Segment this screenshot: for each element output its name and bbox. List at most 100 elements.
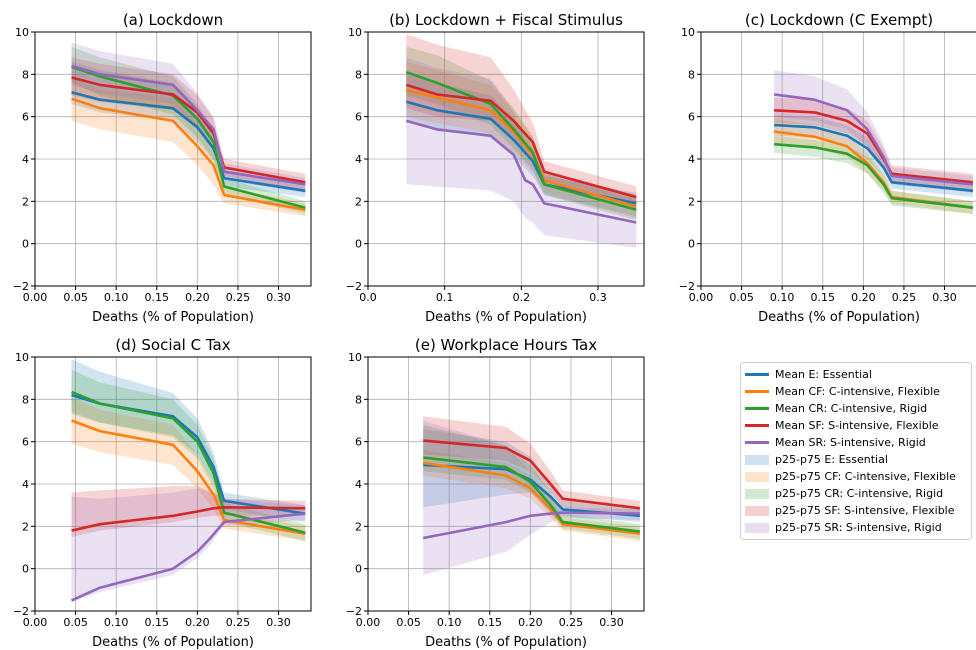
x-tick-label: 0.1 (436, 291, 454, 304)
legend-item-mean-cf: Mean CF: C-intensive, Flexible (745, 383, 967, 400)
panel-title: (a) Lockdown (123, 11, 223, 29)
y-tick-label: 6 (22, 436, 29, 449)
series-line-mean-cf (71, 419, 306, 535)
y-tick-label: 6 (688, 111, 695, 124)
x-tick-label: 0.25 (226, 291, 251, 304)
y-tick-label: −2 (679, 280, 695, 293)
x-tick-label: 0.00 (356, 616, 381, 629)
x-tick-label: 0.0 (359, 291, 377, 304)
legend-label: p25-p75 E: Essential (775, 453, 888, 466)
x-tick-label: 0.05 (729, 291, 754, 304)
series-line-mean-cr (423, 456, 641, 533)
band-p25-p75-e (71, 61, 306, 198)
series-line-mean-sf (423, 439, 641, 510)
band-p25-p75-sf (71, 57, 306, 191)
x-tick-label: 0.15 (811, 291, 836, 304)
legend-swatch (745, 373, 769, 376)
y-tick-label: 6 (355, 111, 362, 124)
x-axis-label: Deaths (% of Population) (425, 310, 587, 325)
y-tick-label: 8 (355, 68, 362, 81)
legend-swatch (745, 390, 769, 393)
band-p25-p75-cf (71, 397, 306, 542)
legend-item-band-sf: p25-p75 SF: S-intensive, Flexible (745, 502, 967, 519)
x-axis-label: Deaths (% of Population) (425, 635, 587, 650)
y-tick-label: 2 (22, 520, 29, 533)
panel-e-workplace-hours-tax: 0.00 0.05 0.10 0.15 0.20 0.25 0.30 −2 0 2 4 6 8 10 (e)… (346, 336, 645, 650)
series-line-mean-e (423, 463, 641, 518)
series-line-mean-sr (70, 512, 306, 602)
band-p25-p75-cr (406, 46, 637, 221)
legend-swatch (745, 424, 769, 427)
series-line-mean-cf (405, 88, 637, 208)
band-p25-p75-cr (774, 135, 973, 214)
x-tick-label: 0.05 (63, 616, 88, 629)
x-tick-label: 0.05 (396, 616, 421, 629)
y-tick-label: −2 (346, 280, 362, 293)
x-tick-label: 0.10 (770, 291, 795, 304)
panel-a-lockdown: 0.00 0.05 0.10 0.15 0.20 0.25 0.30 −2 0 2 4 6 8 10 (a)… (13, 11, 312, 325)
y-tick-label: 6 (355, 436, 362, 449)
legend-swatch (745, 454, 769, 465)
series-line-mean-e (774, 123, 974, 193)
x-tick-label: 0.30 (266, 291, 291, 304)
x-tick-label: 0.10 (104, 616, 129, 629)
panel-title: (b) Lockdown + Fiscal Stimulus (389, 11, 623, 29)
x-tick-label: 0.30 (266, 616, 291, 629)
x-tick-label: 0.3 (589, 291, 607, 304)
x-axis-label: Deaths (% of Population) (758, 310, 920, 325)
legend-item-band-sr: p25-p75 SR: S-intensive, Rigid (745, 519, 967, 536)
y-tick-label: −2 (13, 605, 29, 618)
y-tick-label: 4 (22, 153, 29, 166)
band-p25-p75-sr (774, 70, 973, 193)
legend-label: Mean SF: S-intensive, Flexible (775, 419, 939, 432)
x-tick-label: 0.10 (104, 291, 129, 304)
series-line-mean-sr (71, 64, 306, 186)
legend-label: Mean CR: C-intensive, Rigid (775, 402, 928, 415)
legend-item-band-e: p25-p75 E: Essential (745, 451, 967, 468)
series-line-mean-cr (773, 142, 974, 209)
x-tick-label: 0.20 (185, 291, 210, 304)
legend-item-band-cf: p25-p75 CF: C-intensive, Flexible (745, 468, 967, 485)
legend-item-mean-e: Mean E: Essential (745, 366, 967, 383)
panel-title: (c) Lockdown (C Exempt) (745, 11, 933, 29)
series-line-mean-sr (422, 511, 640, 540)
legend: Mean E: Essential Mean CF: C-intensive, … (740, 362, 972, 540)
legend-item-mean-sr: Mean SR: S-intensive, Rigid (745, 434, 967, 451)
series-line-mean-cr (71, 390, 306, 534)
x-axis-label: Deaths (% of Population) (92, 310, 254, 325)
band-p25-p75-e (71, 359, 306, 523)
series-line-mean-cr (71, 65, 306, 209)
legend-label: p25-p75 SF: S-intensive, Flexible (775, 504, 955, 517)
x-tick-label: 0.20 (518, 616, 543, 629)
y-tick-label: 0 (355, 563, 362, 576)
y-tick-label: 0 (22, 238, 29, 251)
y-tick-label: 2 (688, 195, 695, 208)
plot-area (773, 70, 974, 214)
series-line-mean-cf (71, 97, 306, 212)
x-tick-label: 0.00 (23, 616, 48, 629)
y-tick-label: 0 (22, 563, 29, 576)
x-tick-label: 0.15 (478, 616, 503, 629)
y-tick-label: −2 (13, 280, 29, 293)
y-tick-label: 4 (688, 153, 695, 166)
legend-swatch (745, 441, 769, 444)
x-tick-label: 0.30 (932, 291, 957, 304)
legend-label: Mean E: Essential (775, 368, 872, 381)
band-p25-p75-cr (71, 369, 306, 542)
band-p25-p75-cf (423, 450, 640, 542)
band-p25-p75-sr (423, 420, 640, 575)
legend-label: Mean CF: C-intensive, Flexible (775, 385, 940, 398)
y-tick-label: 10 (681, 26, 695, 39)
plot-area (71, 42, 306, 217)
y-tick-label: 8 (355, 393, 362, 406)
y-tick-label: 8 (22, 68, 29, 81)
panel-b-lockdown-fiscal-stimulus: 0.0 0.1 0.2 0.3 −2 0 2 4 6 8 10 (b) Lockdown + Fisc… (346, 11, 645, 325)
legend-item-band-cr: p25-p75 CR: C-intensive, Rigid (745, 485, 967, 502)
y-tick-label: 8 (688, 68, 695, 81)
legend-swatch (745, 505, 769, 516)
y-tick-label: 0 (355, 238, 362, 251)
x-tick-label: 0.10 (437, 616, 462, 629)
x-tick-label: 0.15 (145, 291, 170, 304)
x-tick-label: 0.25 (559, 616, 584, 629)
